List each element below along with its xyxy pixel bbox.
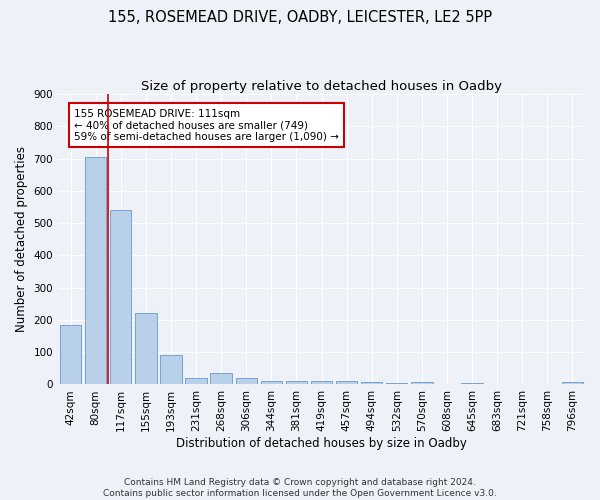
Bar	[185, 378, 207, 384]
Y-axis label: Number of detached properties: Number of detached properties	[15, 146, 28, 332]
Text: 155, ROSEMEAD DRIVE, OADBY, LEICESTER, LE2 5PP: 155, ROSEMEAD DRIVE, OADBY, LEICESTER, L…	[108, 10, 492, 25]
Bar	[236, 378, 257, 384]
Bar	[361, 382, 382, 384]
Bar	[85, 157, 106, 384]
Bar	[160, 356, 182, 384]
Text: 155 ROSEMEAD DRIVE: 111sqm
← 40% of detached houses are smaller (749)
59% of sem: 155 ROSEMEAD DRIVE: 111sqm ← 40% of deta…	[74, 108, 339, 142]
Bar	[60, 325, 81, 384]
Bar	[311, 381, 332, 384]
Bar	[336, 381, 357, 384]
Bar	[562, 382, 583, 384]
Bar	[110, 210, 131, 384]
Bar	[211, 373, 232, 384]
X-axis label: Distribution of detached houses by size in Oadby: Distribution of detached houses by size …	[176, 437, 467, 450]
Bar	[286, 381, 307, 384]
Bar	[260, 380, 282, 384]
Title: Size of property relative to detached houses in Oadby: Size of property relative to detached ho…	[141, 80, 502, 93]
Bar	[461, 383, 483, 384]
Bar	[386, 383, 407, 384]
Bar	[135, 314, 157, 384]
Text: Contains HM Land Registry data © Crown copyright and database right 2024.
Contai: Contains HM Land Registry data © Crown c…	[103, 478, 497, 498]
Bar	[411, 382, 433, 384]
